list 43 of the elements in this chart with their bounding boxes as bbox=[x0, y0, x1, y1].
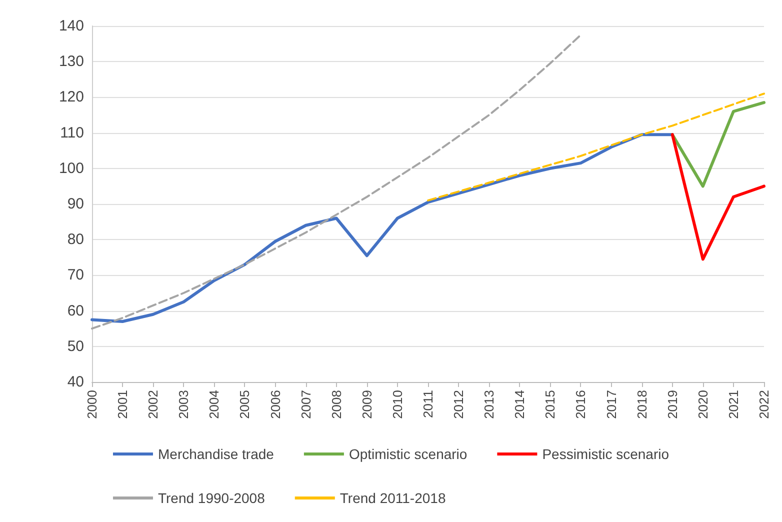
x-tick-label: 2006 bbox=[268, 390, 283, 419]
line-series bbox=[90, 133, 674, 323]
x-tick-label: 2020 bbox=[695, 390, 710, 419]
line-series bbox=[427, 92, 765, 202]
x-tick-label: 2012 bbox=[451, 390, 466, 419]
x-tick-label: 2005 bbox=[237, 390, 252, 419]
line-series bbox=[91, 34, 582, 330]
x-tick-label: 2014 bbox=[512, 390, 528, 419]
x-tick-label: 2018 bbox=[634, 390, 650, 419]
y-tick-label: 100 bbox=[58, 160, 84, 177]
line-series bbox=[670, 133, 766, 261]
legend-label: Trend 2011-2018 bbox=[340, 490, 446, 506]
x-tick-label: 2013 bbox=[482, 390, 497, 419]
y-tick-label: 120 bbox=[58, 88, 84, 106]
y-tick-label: 130 bbox=[58, 53, 84, 70]
x-tick-label: 2008 bbox=[328, 390, 344, 419]
y-tick-label: 50 bbox=[67, 338, 84, 355]
x-tick-label: 2016 bbox=[573, 390, 588, 419]
y-tick-label: 80 bbox=[67, 231, 84, 248]
x-tick-label: 2021 bbox=[726, 390, 741, 419]
legend-label: Pessimistic scenario bbox=[542, 446, 670, 462]
x-tick-label: 2003 bbox=[176, 390, 192, 419]
y-tick-label: 110 bbox=[60, 124, 84, 142]
y-tick-label: 90 bbox=[67, 196, 84, 212]
y-tick-label: 40 bbox=[67, 374, 84, 390]
x-tick-label: 2019 bbox=[664, 390, 680, 419]
x-tick-label: 2010 bbox=[390, 390, 405, 419]
legend-label: Optimistic scenario bbox=[348, 446, 468, 462]
x-tick-label: 2011 bbox=[420, 390, 436, 418]
y-tick-label: 70 bbox=[67, 266, 84, 284]
x-tick-label: 2015 bbox=[542, 390, 558, 419]
x-tick-label: 2004 bbox=[206, 390, 222, 419]
x-tick-label: 2017 bbox=[604, 390, 619, 419]
legend-label: Trend 1990-2008 bbox=[158, 490, 266, 506]
x-tick-label: 2009 bbox=[359, 390, 374, 419]
x-tick-label: 2001 bbox=[115, 390, 130, 419]
x-tick-label: 2002 bbox=[146, 390, 161, 419]
x-tick-label: 2022 bbox=[756, 390, 772, 419]
x-tick-label: 2007 bbox=[298, 390, 314, 419]
y-tick-label: 60 bbox=[67, 302, 84, 320]
y-tick-label: 140 bbox=[58, 18, 84, 34]
x-tick-label: 2000 bbox=[84, 390, 100, 419]
legend-label: Merchandise trade bbox=[158, 446, 274, 462]
